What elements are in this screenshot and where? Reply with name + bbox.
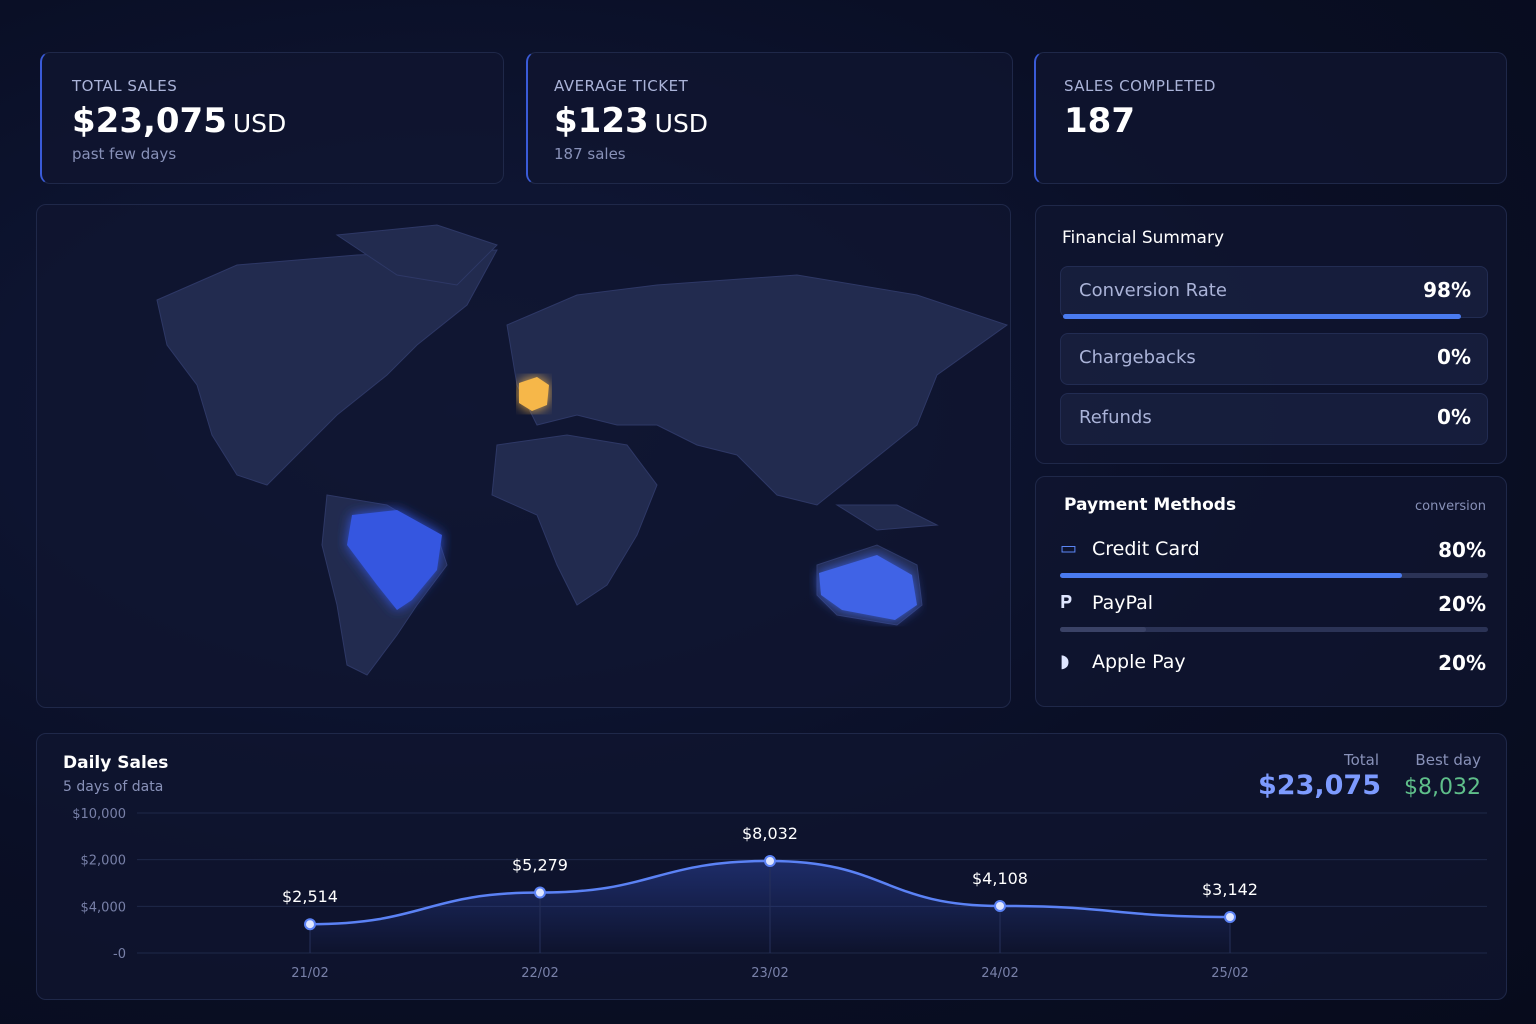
panel-title: Payment Methods	[1064, 495, 1237, 515]
progress-bar	[1063, 314, 1461, 319]
panel-subtitle: conversion	[1415, 499, 1486, 514]
data-label: $2,514	[282, 887, 338, 906]
row-label: Conversion Rate	[1079, 280, 1227, 301]
data-label: $3,142	[1202, 880, 1258, 899]
kpi-label: SALES COMPLETED	[1064, 77, 1216, 95]
kpi-unit: USD	[654, 109, 709, 138]
progress-bar	[1060, 627, 1146, 632]
x-tick-label: 22/02	[521, 966, 558, 981]
kpi-label: TOTAL SALES	[72, 77, 178, 95]
data-point	[304, 918, 316, 931]
x-tick-label: 24/02	[981, 966, 1018, 981]
best-day-value: $8,032	[1404, 775, 1481, 800]
row-value: 0%	[1437, 405, 1471, 429]
kpi-card: SALES COMPLETED 187	[1034, 52, 1507, 184]
row-label: Chargebacks	[1079, 347, 1196, 368]
summary-row: Refunds 0%	[1060, 393, 1488, 445]
progress-track	[1060, 627, 1488, 632]
kpi-note: 187 sales	[554, 145, 626, 163]
kpi-unit: USD	[232, 109, 287, 138]
x-tick-label: 21/02	[291, 966, 328, 981]
chart-subtitle: 5 days of data	[63, 779, 163, 795]
y-axis-label: -0	[113, 947, 126, 962]
daily-sales-panel: Daily Sales 5 days of data Total $23,075…	[36, 733, 1507, 1000]
data-label: $8,032	[742, 824, 798, 843]
kpi-value: $23,075 USD	[72, 101, 286, 141]
x-tick-label: 23/02	[751, 966, 788, 981]
kpi-label: AVERAGE TICKET	[554, 77, 689, 95]
summary-row: Chargebacks 0%	[1060, 333, 1488, 385]
kpi-number: $123	[554, 101, 649, 141]
payment-value: 80%	[1438, 538, 1486, 562]
summary-row: Conversion Rate 98%	[1060, 266, 1488, 319]
data-label: $5,279	[512, 856, 568, 875]
y-axis-label: $10,000	[72, 807, 126, 822]
y-axis-label: $2,000	[81, 854, 127, 869]
data-point	[534, 886, 546, 899]
daily-sales-chart: Daily Sales 5 days of data Total $23,075…	[63, 751, 1487, 981]
world-map	[156, 224, 1009, 676]
best-day-label: Best day	[1415, 751, 1481, 769]
kpi-number: $23,075	[72, 101, 227, 141]
kpi-card: TOTAL SALES $23,075 USD past few days	[40, 52, 504, 184]
payment-icon: ▭	[1060, 538, 1078, 559]
progress-bar	[1060, 573, 1403, 578]
highlight-country	[819, 555, 917, 620]
total-value: $23,075	[1258, 770, 1381, 801]
y-axis-label: $4,000	[81, 900, 127, 915]
payment-name: PayPal	[1092, 592, 1154, 614]
payment-icon: ◗	[1060, 651, 1070, 672]
data-point	[1224, 911, 1236, 924]
data-point	[994, 899, 1006, 912]
x-tick-label: 25/02	[1211, 966, 1248, 981]
data-point	[764, 855, 776, 867]
total-label: Total	[1343, 751, 1379, 769]
highlight-country	[519, 377, 549, 411]
kpi-value: $123 USD	[554, 101, 708, 141]
panel-title: Financial Summary	[1062, 228, 1224, 248]
payment-name: Apple Pay	[1092, 651, 1186, 673]
row-value: 0%	[1437, 345, 1471, 369]
payment-icon: 𝐏	[1060, 592, 1073, 613]
payment-methods: Payment Methods conversion ▭ Credit Card 8…	[1035, 476, 1507, 707]
kpi-note: past few days	[72, 145, 177, 163]
map-panel	[36, 204, 1011, 708]
payment-name: Credit Card	[1092, 538, 1200, 560]
payment-value: 20%	[1438, 651, 1486, 675]
financial-summary: Financial Summary Conversion Rate 98% Char…	[1035, 205, 1507, 464]
kpi-value: 187	[1064, 101, 1135, 141]
chart-title: Daily Sales	[63, 753, 168, 773]
payment-value: 20%	[1438, 592, 1486, 616]
data-label: $4,108	[972, 869, 1028, 888]
row-label: Refunds	[1079, 407, 1152, 428]
kpi-card: AVERAGE TICKET $123 USD 187 sales	[526, 52, 1013, 184]
row-value: 98%	[1423, 278, 1471, 302]
highlight-country	[347, 510, 442, 610]
